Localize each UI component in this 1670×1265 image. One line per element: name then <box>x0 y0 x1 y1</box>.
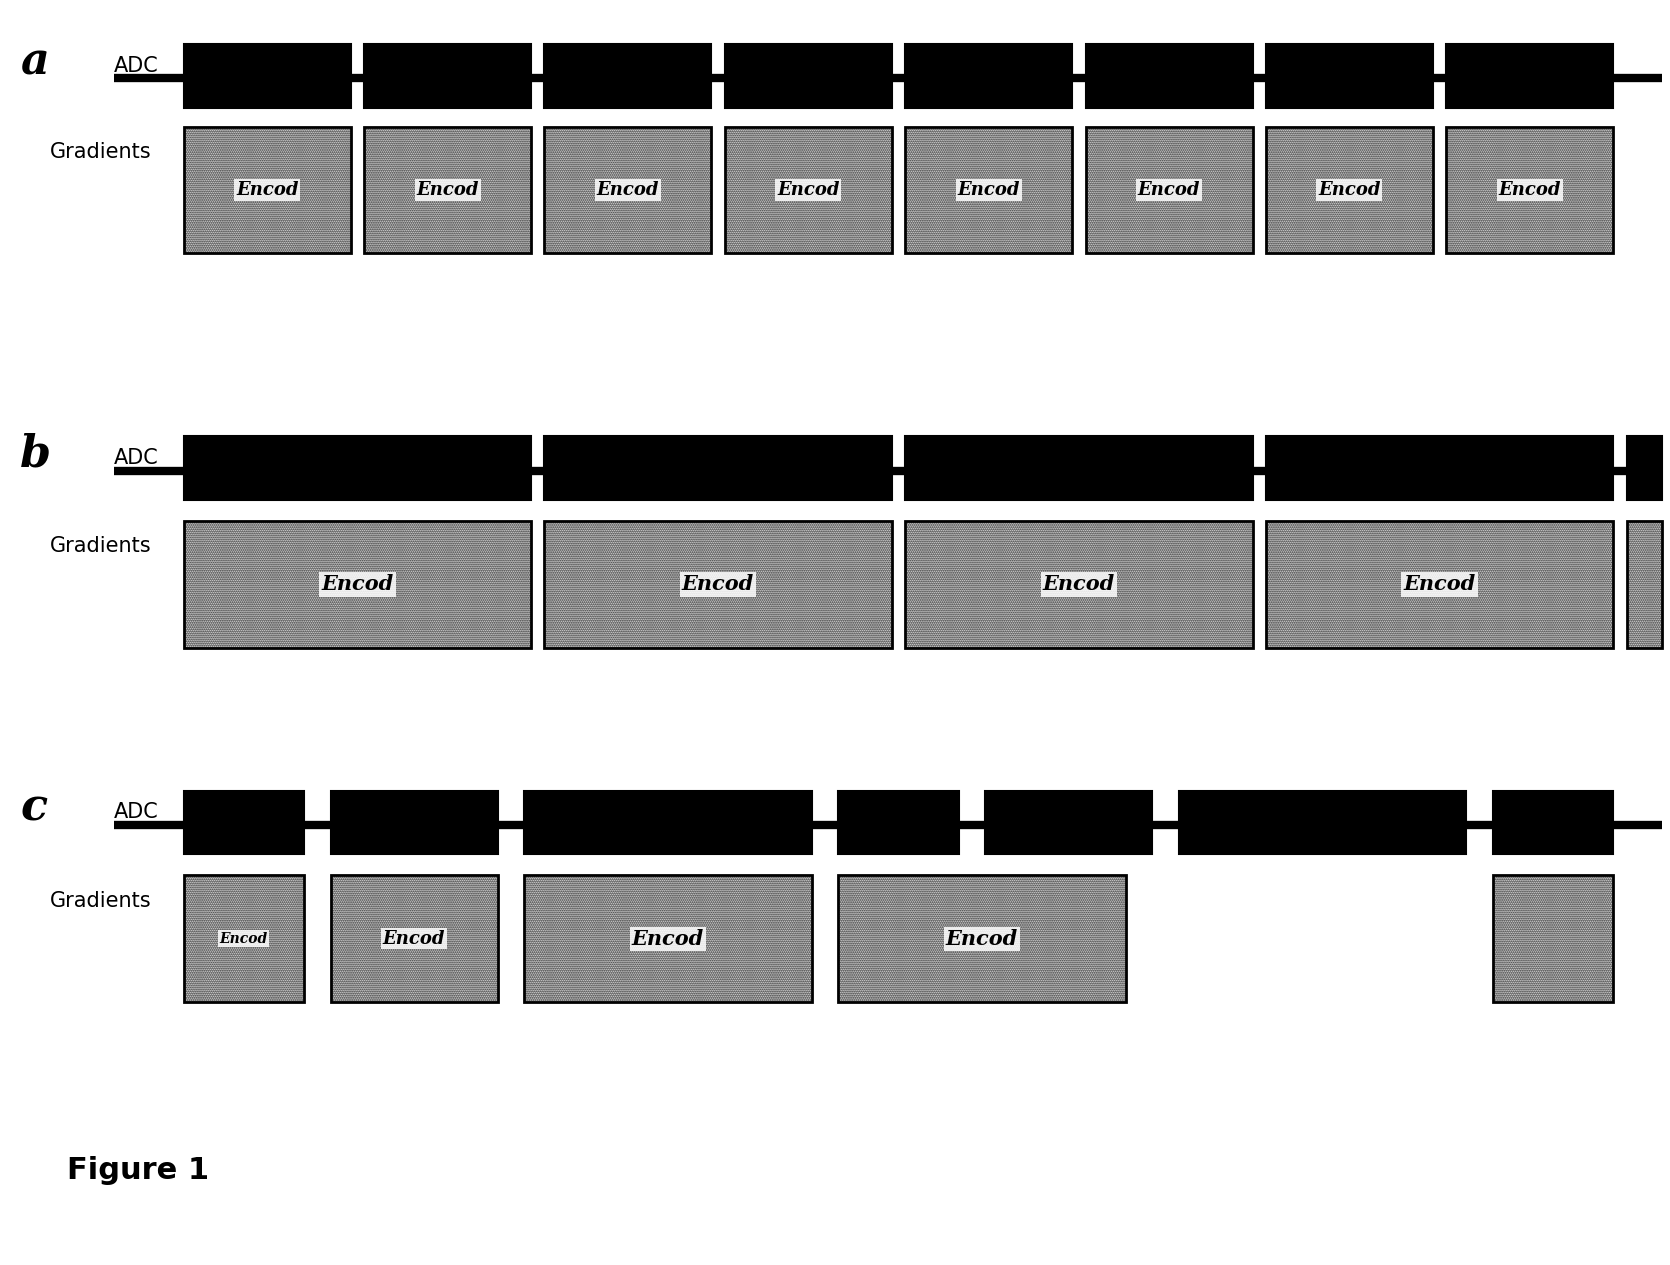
Bar <box>1266 44 1433 108</box>
Bar <box>1086 126 1252 253</box>
Text: ADC: ADC <box>114 56 159 76</box>
Bar <box>1446 126 1613 253</box>
Text: Encod: Encod <box>957 181 1020 199</box>
Bar <box>725 44 892 108</box>
Text: Encod: Encod <box>1498 181 1561 199</box>
Bar <box>364 44 531 108</box>
Text: Figure 1: Figure 1 <box>67 1156 209 1184</box>
Text: Encod: Encod <box>416 181 479 199</box>
Text: Encod: Encod <box>1042 574 1116 595</box>
Bar <box>1179 791 1466 854</box>
Bar <box>985 791 1152 854</box>
Text: Encod: Encod <box>1137 181 1201 199</box>
Text: c: c <box>20 787 47 830</box>
Text: Encod: Encod <box>631 929 705 949</box>
Bar <box>1266 126 1433 253</box>
Bar <box>1266 521 1613 648</box>
Bar <box>544 126 711 253</box>
Bar <box>184 126 351 253</box>
Bar <box>838 875 1126 1002</box>
Bar <box>905 126 1072 253</box>
Text: Encod: Encod <box>235 181 299 199</box>
Bar <box>905 436 1252 500</box>
Text: Encod: Encod <box>1403 574 1476 595</box>
Text: Encod: Encod <box>681 574 755 595</box>
Bar <box>1086 44 1252 108</box>
Bar <box>905 521 1252 648</box>
Bar <box>1627 521 1662 648</box>
Bar <box>364 126 531 253</box>
Bar <box>331 875 498 1002</box>
Bar <box>544 44 711 108</box>
Bar <box>524 875 812 1002</box>
Bar <box>184 521 531 648</box>
Bar <box>524 791 812 854</box>
Text: Gradients: Gradients <box>50 142 152 162</box>
Text: Encod: Encod <box>1318 181 1381 199</box>
Text: a: a <box>20 40 48 83</box>
Bar <box>905 44 1072 108</box>
Bar <box>184 44 351 108</box>
Text: Encod: Encod <box>945 929 1019 949</box>
Text: Encod: Encod <box>596 181 660 199</box>
Bar <box>1493 875 1613 1002</box>
Bar <box>544 436 892 500</box>
Bar <box>1266 436 1613 500</box>
Bar <box>1493 791 1613 854</box>
Bar <box>725 126 892 253</box>
Bar <box>331 791 498 854</box>
Text: ADC: ADC <box>114 802 159 822</box>
Bar <box>184 436 531 500</box>
Bar <box>1446 44 1613 108</box>
Bar <box>1627 436 1662 500</box>
Text: Encod: Encod <box>382 930 446 947</box>
Bar <box>838 791 959 854</box>
Bar <box>184 875 304 1002</box>
Text: ADC: ADC <box>114 448 159 468</box>
Text: b: b <box>20 433 52 476</box>
Text: Encod: Encod <box>220 931 267 946</box>
Bar <box>184 791 304 854</box>
Text: Gradients: Gradients <box>50 891 152 911</box>
Text: Encod: Encod <box>777 181 840 199</box>
Bar <box>544 521 892 648</box>
Text: Gradients: Gradients <box>50 536 152 557</box>
Text: Encod: Encod <box>321 574 394 595</box>
